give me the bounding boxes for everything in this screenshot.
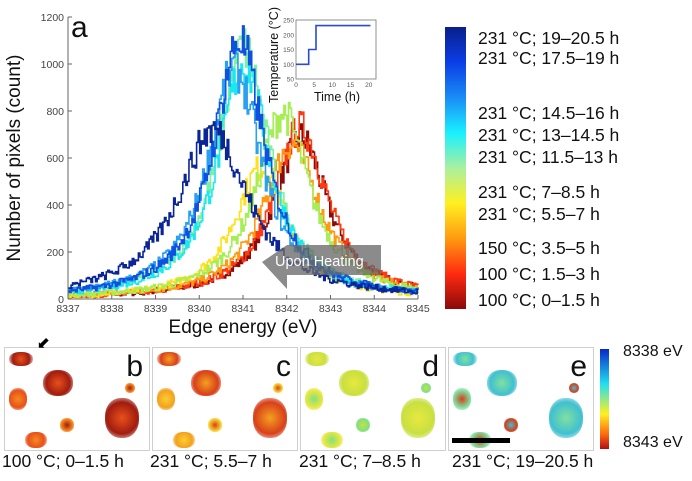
histogram-series-9 <box>68 121 419 295</box>
map-colorbar <box>600 349 609 449</box>
particle <box>549 398 583 438</box>
particle <box>305 388 323 410</box>
particle <box>453 352 477 366</box>
particle <box>157 352 181 366</box>
particle <box>273 383 283 393</box>
y-tick-label: 1000 <box>41 59 65 71</box>
inset-x-tick-label: 0 <box>294 82 298 89</box>
particle <box>305 352 329 366</box>
panel-letter: b <box>126 350 143 383</box>
legend-colorbar <box>445 27 466 309</box>
legend-entry: 100 °C; 0–1.5 h <box>478 290 600 310</box>
panel-letter: c <box>276 350 291 383</box>
x-tick-label: 8339 <box>144 303 168 315</box>
panel-letter: e <box>570 350 587 383</box>
inset-x-tick-label: 15 <box>347 82 355 89</box>
particle <box>105 398 139 438</box>
map-colorbar-top-label: 8338 eV <box>623 343 683 360</box>
inset-y-tick-label: 100 <box>283 62 294 69</box>
x-tick-label: 8340 <box>188 303 212 315</box>
particle <box>421 383 431 393</box>
map-caption: 100 °C; 0–1.5 h <box>2 451 124 471</box>
inset-y-tick-label: 250 <box>283 18 294 25</box>
inset-x-label: Time (h) <box>314 90 360 104</box>
y-tick-label: 400 <box>46 200 64 212</box>
map-caption: 231 °C; 7–8.5 h <box>299 451 421 471</box>
particle <box>43 370 73 396</box>
x-tick-label: 8344 <box>363 303 387 315</box>
x-ticks: 8337 8338 8339 8340 8341 8342 8343 8344 8345 <box>56 295 430 315</box>
x-tick-label: 8343 <box>319 303 343 315</box>
particle <box>173 432 195 448</box>
scale-bar <box>452 438 510 443</box>
x-axis-label: Edge energy (eV) <box>169 317 318 338</box>
inset-x-tick-label: 5 <box>312 82 316 89</box>
inset-y-tick-label: 200 <box>283 32 294 39</box>
upon-heating-label: Upon Heating <box>275 254 364 270</box>
y-tick-label: 1200 <box>41 12 65 24</box>
inset-y-tick-label: 50 <box>287 77 295 84</box>
y-tick-label: 200 <box>46 247 64 259</box>
map-panel-d: d <box>300 347 446 451</box>
arrow-shape <box>262 245 381 289</box>
panel-a-letter: a <box>71 11 88 44</box>
y-tick-label: 0 <box>58 294 64 306</box>
particle <box>339 370 369 396</box>
temperature-inset: 0 5 10 15 20 50 100 150 200 250 Time (h) Temperat… <box>267 7 377 104</box>
y-tick-label: 600 <box>46 153 64 165</box>
x-tick-label: 8341 <box>231 303 255 315</box>
y-axis-label: Number of pixels (count) <box>4 55 25 262</box>
particle <box>356 418 370 432</box>
y-ticks: 0 200 400 600 800 1000 1200 <box>41 12 72 306</box>
inset-x-tick-label: 20 <box>365 82 373 89</box>
particle <box>453 388 471 410</box>
inset-x-tick-label: 10 <box>329 82 337 89</box>
particle <box>401 398 435 438</box>
map-panel-e: e <box>448 347 594 451</box>
particle <box>208 418 222 432</box>
particle <box>504 418 518 432</box>
particle <box>487 370 517 396</box>
particle <box>191 370 221 396</box>
particle <box>60 418 74 432</box>
y-tick-label: 800 <box>46 106 64 118</box>
x-tick-label: 8337 <box>56 303 80 315</box>
particle <box>321 432 343 448</box>
histogram-series-7 <box>68 45 419 295</box>
legend-entry: 231 °C; 13–14.5 h <box>478 125 620 145</box>
particle <box>25 432 47 448</box>
legend-entry: 150 °C; 3.5–5 h <box>478 238 600 258</box>
temperature-line <box>296 24 371 66</box>
map-panel-c: c <box>152 347 298 451</box>
panel-letter: d <box>422 350 439 383</box>
particle <box>125 383 135 393</box>
particle <box>9 352 33 366</box>
map-colorbar-bottom-label: 8343 eV <box>623 434 683 451</box>
legend-entry: 231 °C; 19–20.5 h <box>478 28 620 48</box>
map-panel-b: b <box>4 347 150 451</box>
legend-entry: 231 °C; 7–8.5 h <box>478 182 600 202</box>
legend-entry: 231 °C; 14.5–16 h <box>478 103 620 123</box>
particle <box>253 398 287 438</box>
inset-ticks: 0 5 10 15 20 50 100 150 200 250 <box>283 18 373 90</box>
legend-entry: 231 °C; 11.5–13 h <box>478 147 618 167</box>
x-tick-label: 8342 <box>275 303 299 315</box>
x-tick-label: 8338 <box>100 303 124 315</box>
legend-entry: 231 °C; 5.5–7 h <box>478 204 600 224</box>
particle <box>157 388 175 410</box>
legend-entry: 231 °C; 17.5–19 h <box>478 48 620 68</box>
particle <box>569 383 579 393</box>
inset-y-tick-label: 150 <box>283 47 294 54</box>
map-caption: 231 °C; 5.5–7 h <box>150 451 272 471</box>
inset-y-label: Temperature (°C) <box>267 7 281 103</box>
legend-entry: 100 °C; 1.5–3 h <box>478 264 600 284</box>
map-caption: 231 °C; 19–20.5 h <box>452 451 594 471</box>
particle <box>9 388 27 410</box>
x-tick-label: 8345 <box>406 303 430 315</box>
histogram-curves <box>68 25 419 300</box>
upon-heating-arrow: Upon Heating <box>262 245 381 289</box>
